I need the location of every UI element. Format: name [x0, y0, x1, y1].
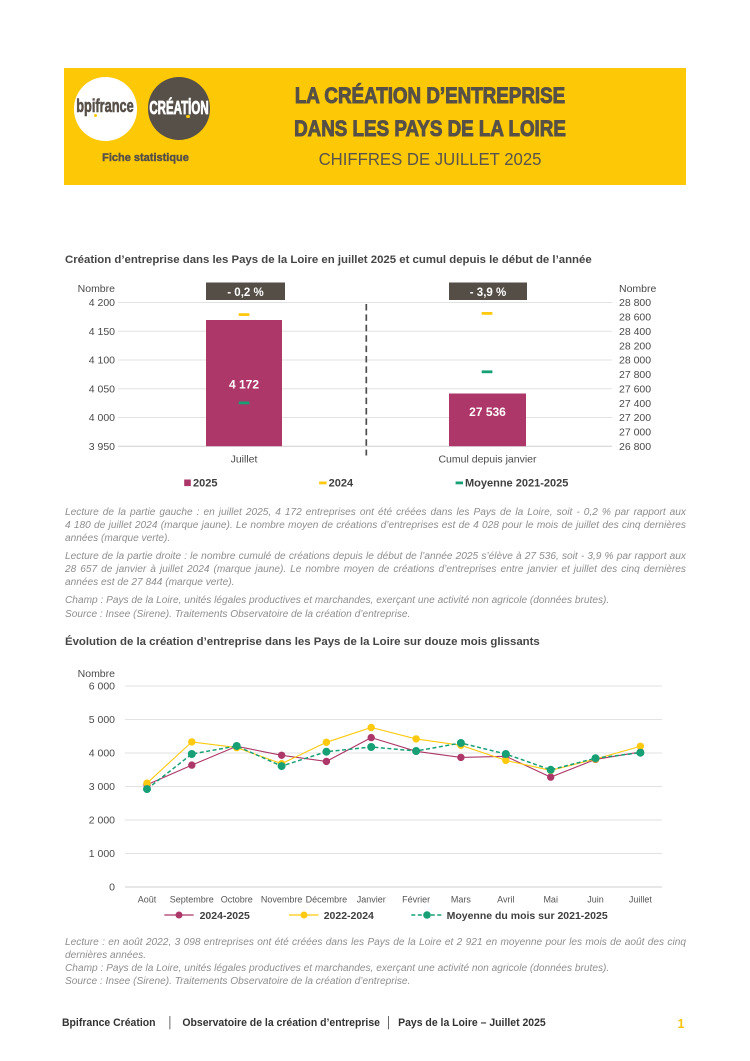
svg-text:4 200: 4 200 [89, 297, 115, 309]
svg-text:- 0,2 %: - 0,2 % [227, 287, 263, 299]
svg-text:1 000: 1 000 [89, 848, 115, 860]
svg-text:Juillet: Juillet [231, 454, 258, 466]
svg-text:27 000: 27 000 [619, 427, 651, 439]
svg-text:4 150: 4 150 [89, 326, 115, 338]
svg-text:3 950: 3 950 [89, 441, 115, 453]
svg-text:2025: 2025 [193, 478, 217, 490]
svg-text:2022-2024: 2022-2024 [324, 910, 374, 922]
svg-text:26 800: 26 800 [619, 441, 651, 453]
svg-text:28 800: 28 800 [619, 297, 651, 309]
svg-text:27 600: 27 600 [619, 383, 651, 395]
svg-text:Nombre: Nombre [619, 283, 657, 295]
svg-text:Cumul depuis janvier: Cumul depuis janvier [438, 454, 537, 466]
svg-text:- 3,9 %: - 3,9 % [470, 287, 506, 299]
svg-text:Moyenne 2021-2025: Moyenne 2021-2025 [465, 478, 568, 490]
svg-text:Janvier: Janvier [357, 895, 386, 905]
svg-text:Nombre: Nombre [78, 668, 116, 680]
svg-text:4 100: 4 100 [89, 355, 115, 367]
svg-text:27 536: 27 536 [469, 405, 506, 419]
svg-text:6 000: 6 000 [89, 681, 115, 693]
svg-text:Septembre: Septembre [170, 895, 214, 905]
svg-text:27 800: 27 800 [619, 369, 651, 381]
svg-text:0: 0 [109, 882, 115, 894]
svg-text:Juin: Juin [587, 895, 604, 905]
svg-text:Moyenne du mois sur 2021-2025: Moyenne du mois sur 2021-2025 [447, 910, 608, 922]
svg-text:4 000: 4 000 [89, 748, 115, 760]
svg-text:Mai: Mai [543, 895, 558, 905]
svg-text:2 000: 2 000 [89, 815, 115, 827]
svg-text:2024: 2024 [329, 478, 354, 490]
svg-text:4 050: 4 050 [89, 383, 115, 395]
svg-text:Mars: Mars [451, 895, 471, 905]
svg-text:28 600: 28 600 [619, 312, 651, 324]
svg-text:27 400: 27 400 [619, 398, 651, 410]
svg-text:4 000: 4 000 [89, 412, 115, 424]
svg-text:Avril: Avril [497, 895, 514, 905]
svg-text:Août: Août [138, 895, 157, 905]
svg-text:Novembre: Novembre [261, 895, 303, 905]
svg-text:Octobre: Octobre [221, 895, 253, 905]
svg-text:Février: Février [402, 895, 430, 905]
svg-text:28 400: 28 400 [619, 326, 651, 338]
svg-text:3 000: 3 000 [89, 781, 115, 793]
svg-text:Juillet: Juillet [629, 895, 653, 905]
svg-text:27 200: 27 200 [619, 412, 651, 424]
svg-text:Nombre: Nombre [78, 283, 116, 295]
svg-text:28 200: 28 200 [619, 340, 651, 352]
svg-text:Décembre: Décembre [306, 895, 348, 905]
svg-text:2024-2025: 2024-2025 [200, 910, 250, 922]
svg-text:4 172: 4 172 [229, 378, 259, 392]
svg-text:28 000: 28 000 [619, 355, 651, 367]
svg-text:5 000: 5 000 [89, 714, 115, 726]
